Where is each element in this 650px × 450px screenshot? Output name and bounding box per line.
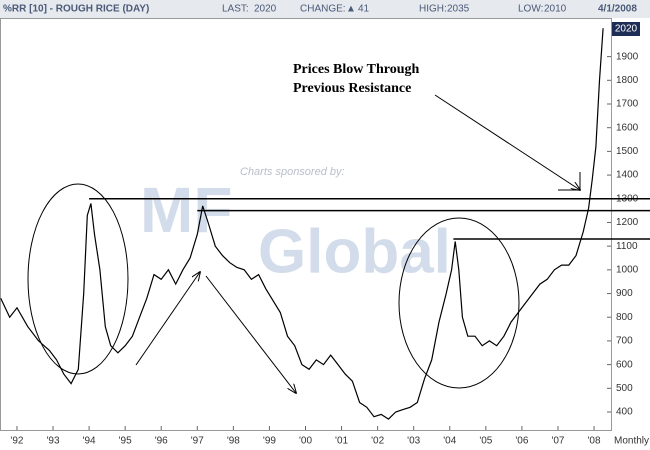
header-bar — [0, 0, 650, 18]
y-tick-label: 400 — [616, 407, 633, 418]
y-tick-label: 700 — [616, 336, 633, 347]
x-tick-label: '05 — [479, 436, 492, 447]
y-tick-label: 1100 — [616, 241, 638, 252]
x-tick-label: '03 — [407, 436, 420, 447]
y-tick-label: 1900 — [616, 51, 639, 62]
circle-annotation — [398, 217, 520, 389]
frequency: Monthly — [614, 436, 649, 447]
plot-frame — [0, 18, 612, 431]
x-tick-label: '98 — [227, 436, 240, 447]
x-tick-label: '07 — [551, 436, 564, 447]
circle-annotation — [27, 183, 129, 375]
last-label: LAST: — [222, 4, 249, 15]
x-tick-label: '02 — [371, 436, 384, 447]
x-tick-label: '00 — [299, 436, 312, 447]
logo-global: Global — [258, 217, 451, 286]
y-tick-label: 600 — [616, 359, 633, 370]
high-value: 2035 — [447, 4, 470, 15]
y-tick-label: 1700 — [616, 99, 639, 110]
y-tick-label: 1600 — [616, 122, 639, 133]
sponsor-text: Charts sponsored by: — [240, 166, 345, 178]
high-label: HIGH: — [419, 4, 447, 15]
annotation-arrow — [434, 94, 580, 190]
x-tick-label: '94 — [83, 436, 96, 447]
y-tick-label: 900 — [616, 288, 633, 299]
change-value: 41 — [358, 4, 370, 15]
y-tick-label: 1000 — [616, 264, 639, 275]
x-tick-label: '04 — [443, 436, 456, 447]
last-value: 2020 — [254, 4, 277, 15]
x-tick-label: '92 — [10, 436, 23, 447]
change-label: CHANGE: — [300, 4, 346, 15]
y-tick-label: 1500 — [616, 146, 639, 157]
date: 4/1/2008 — [598, 4, 637, 15]
price-line — [0, 28, 604, 420]
x-tick-label: '01 — [335, 436, 348, 447]
y-tick-label: 800 — [616, 312, 633, 323]
y-tick-label: 1400 — [616, 170, 639, 181]
x-tick-label: '96 — [155, 436, 168, 447]
low-label: LOW: — [518, 4, 543, 15]
x-tick-label: '99 — [263, 436, 276, 447]
symbol: %RR [10] - ROUGH RICE (DAY) — [3, 4, 149, 15]
x-tick-label: '08 — [588, 436, 601, 447]
last-box — [612, 22, 640, 36]
x-tick-label: '97 — [191, 436, 204, 447]
low-value: 2010 — [544, 4, 567, 15]
change-arrow: ▲ — [346, 4, 356, 15]
last-box-value: 2020 — [615, 24, 638, 35]
x-tick-label: '06 — [515, 436, 528, 447]
y-tick-label: 1200 — [616, 217, 639, 228]
y-tick-label: 500 — [616, 383, 633, 394]
y-tick-label: 1800 — [616, 75, 639, 86]
x-tick-label: '93 — [46, 436, 59, 447]
x-tick-label: '95 — [119, 436, 132, 447]
annotation-line: Prices Blow Through — [293, 62, 419, 77]
trend-arrow — [135, 272, 200, 366]
annotation-line: Previous Resistance — [293, 81, 411, 96]
trend-arrow — [205, 275, 296, 393]
arrow-head — [558, 172, 581, 191]
